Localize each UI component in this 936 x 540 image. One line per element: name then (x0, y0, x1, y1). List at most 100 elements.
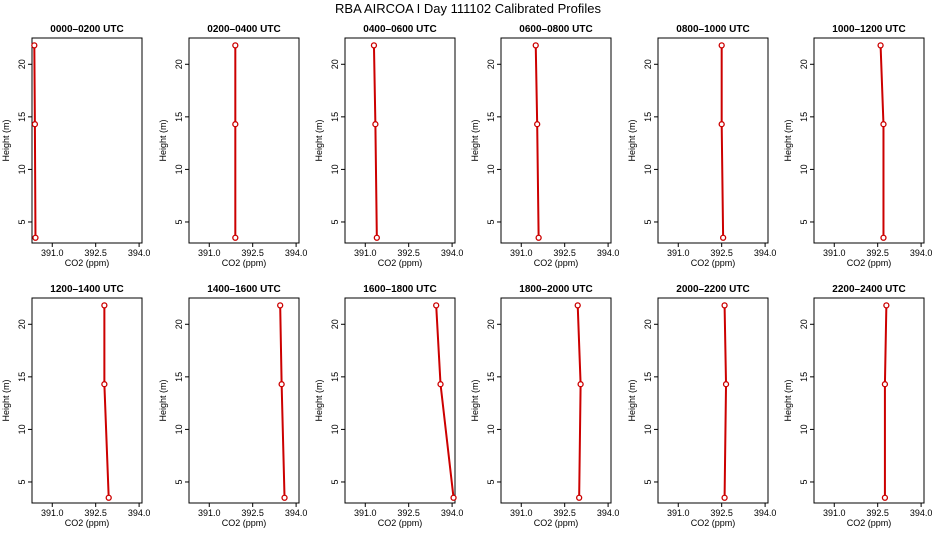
y-tick-label: 15 (486, 112, 496, 122)
x-tick-label: 394.0 (754, 508, 777, 518)
profile-point (881, 381, 889, 388)
y-axis-label: Height (m) (314, 379, 324, 421)
panel-10: 1800–2000 UTC 391.0 392.5 394.0 CO2 (ppm) 5 10… (470, 284, 619, 528)
profile-line (103, 305, 110, 498)
profile-point (718, 42, 725, 49)
panel-title: 0800–1000 UTC (676, 24, 749, 35)
plot-frame (188, 37, 300, 244)
x-tick-label: 391.0 (41, 508, 64, 518)
y-tick-label: 20 (17, 319, 27, 329)
profile-point (437, 381, 444, 388)
profile-point (370, 42, 378, 49)
x-axis-label: CO2 (ppm) (691, 518, 736, 528)
y-axis-label: Height (m) (627, 119, 637, 161)
x-axis-label: CO2 (ppm) (691, 258, 736, 268)
y-tick-label: 20 (17, 59, 27, 69)
panel-4: 0600–0800 UTC 391.0 392.5 394.0 CO2 (ppm) 5 10… (470, 24, 619, 268)
panel-title: 0600–0800 UTC (519, 24, 592, 35)
profile-point (277, 302, 284, 309)
panel-2: 0200–0400 UTC 391.0 392.5 394.0 CO2 (ppm) 5 10… (158, 24, 307, 268)
profile-point (278, 381, 285, 388)
x-tick-label: 391.0 (667, 248, 690, 258)
x-tick-label: 392.5 (397, 248, 420, 258)
y-tick-label: 15 (643, 112, 653, 122)
y-tick-label: 5 (330, 219, 340, 224)
y-axis-label: Height (m) (627, 379, 637, 421)
x-tick-label: 392.5 (84, 508, 107, 518)
y-tick-label: 20 (643, 319, 653, 329)
profile-line (33, 45, 37, 238)
x-axis-label: CO2 (ppm) (222, 258, 267, 268)
y-tick-label: 10 (17, 164, 27, 174)
x-tick-label: 392.5 (553, 248, 576, 258)
x-axis-label: CO2 (ppm) (534, 518, 579, 528)
profile-point (535, 234, 542, 241)
panel-title: 2200–2400 UTC (832, 284, 905, 295)
profile-line (720, 45, 725, 238)
y-axis-label: Height (m) (783, 379, 793, 421)
profile-point (105, 494, 112, 501)
profile-line (879, 45, 885, 238)
x-tick-label: 392.5 (710, 508, 733, 518)
profile-line (723, 305, 728, 498)
y-axis-label: Height (m) (470, 119, 480, 161)
panel-title: 1600–1800 UTC (363, 284, 436, 295)
y-tick-label: 5 (799, 219, 809, 224)
y-tick-label: 10 (330, 424, 340, 434)
x-tick-label: 391.0 (667, 508, 690, 518)
x-tick-label: 392.5 (241, 248, 264, 258)
panel-12: 2200–2400 UTC 391.0 392.5 394.0 CO2 (ppm) 5 10… (783, 284, 932, 528)
x-axis-label: CO2 (ppm) (534, 258, 579, 268)
profile-line (576, 305, 582, 498)
plot-frame (813, 37, 925, 244)
plot-frame (500, 297, 612, 504)
profile-point (877, 42, 884, 49)
x-tick-label: 392.5 (84, 248, 107, 258)
x-tick-label: 392.5 (866, 508, 889, 518)
panel-1: 0000–0200 UTC 391.0 392.5 394.0 CO2 (ppm) 5 10… (1, 24, 150, 268)
x-tick-label: 392.5 (397, 508, 420, 518)
plot-frame (813, 297, 925, 504)
profile-line (883, 305, 888, 498)
panel-title: 2000–2200 UTC (676, 284, 749, 295)
y-tick-label: 5 (486, 479, 496, 484)
plot-frame (500, 37, 612, 244)
x-tick-label: 394.0 (597, 508, 620, 518)
profile-line (279, 305, 286, 498)
y-tick-label: 5 (643, 219, 653, 224)
profile-point (232, 121, 239, 128)
y-tick-label: 5 (174, 479, 184, 484)
profile-point (576, 494, 583, 501)
plot-frame (31, 37, 143, 244)
y-tick-label: 10 (799, 424, 809, 434)
x-tick-label: 391.0 (510, 248, 533, 258)
profile-point (883, 302, 890, 309)
figure-title: RBA AIRCOA I Day 111102 Calibrated Profi… (335, 1, 601, 16)
y-axis-label: Height (m) (1, 119, 11, 161)
panel-title: 0200–0400 UTC (207, 24, 280, 35)
profile-point (101, 302, 108, 309)
profile-point (101, 381, 108, 388)
x-tick-label: 392.5 (241, 508, 264, 518)
panel-title: 0400–0600 UTC (363, 24, 436, 35)
y-tick-label: 20 (174, 59, 184, 69)
x-axis-label: CO2 (ppm) (378, 258, 423, 268)
y-tick-label: 5 (17, 219, 27, 224)
y-tick-label: 15 (17, 112, 27, 122)
x-tick-label: 394.0 (128, 248, 151, 258)
x-axis-label: CO2 (ppm) (65, 258, 110, 268)
profile-point (722, 381, 730, 388)
panel-5: 0800–1000 UTC 391.0 392.5 394.0 CO2 (ppm) 5 10… (627, 24, 776, 268)
y-tick-label: 10 (330, 164, 340, 174)
x-tick-label: 392.5 (710, 248, 733, 258)
profile-point (880, 234, 887, 241)
x-tick-label: 394.0 (597, 248, 620, 258)
y-tick-label: 10 (643, 424, 653, 434)
profile-point (232, 42, 239, 49)
x-tick-label: 391.0 (41, 248, 64, 258)
x-tick-label: 394.0 (441, 248, 464, 258)
x-tick-label: 394.0 (910, 248, 933, 258)
y-tick-label: 15 (486, 372, 496, 382)
y-tick-label: 20 (486, 59, 496, 69)
y-tick-label: 15 (174, 112, 184, 122)
